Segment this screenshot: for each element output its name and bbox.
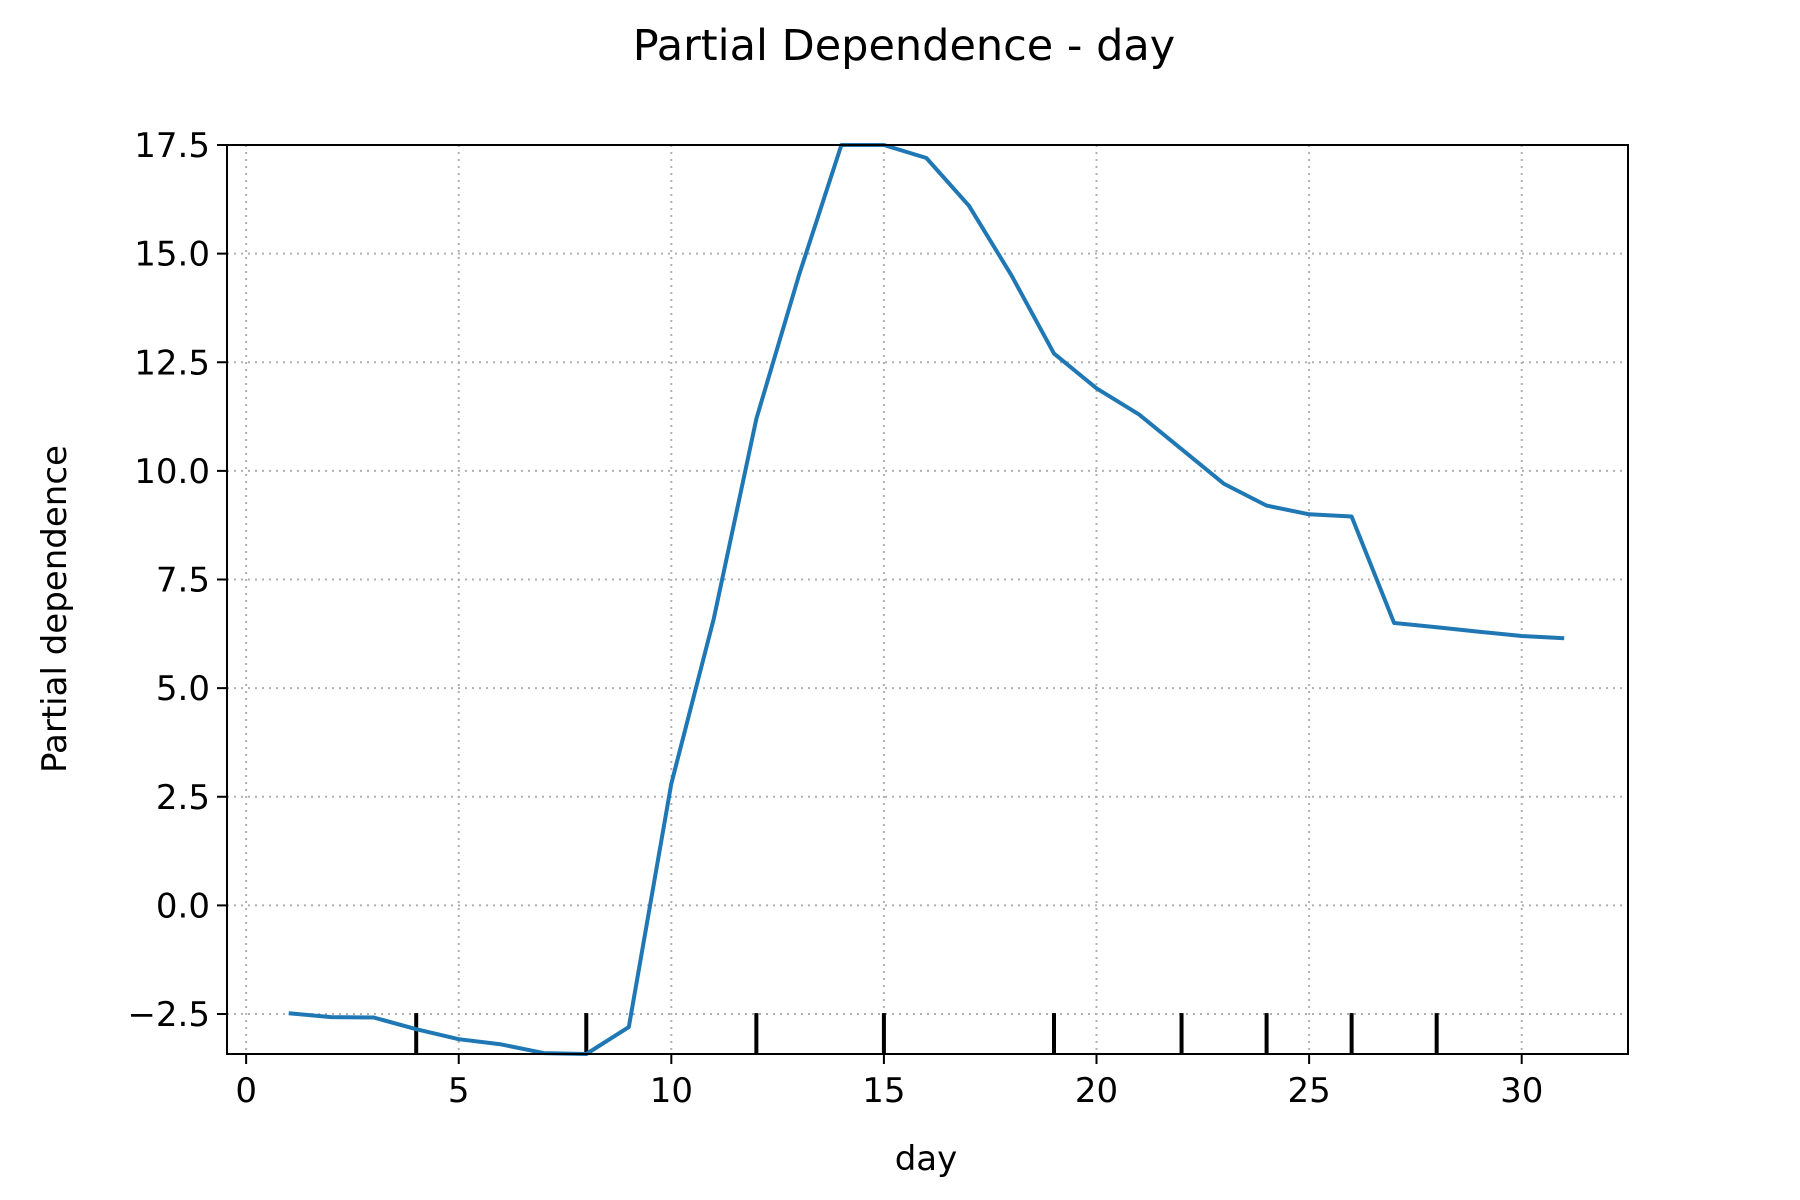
series-line (288, 143, 1565, 1056)
y-tick-label: 5.0 (156, 669, 210, 709)
x-tick-label: 30 (1500, 1071, 1543, 1111)
y-tick-label: 15.0 (134, 235, 210, 275)
chart-title: Partial Dependence - day (633, 21, 1175, 71)
y-tick-label: 12.5 (134, 343, 210, 383)
grid-lines (227, 144, 1628, 1054)
y-tick-label: 17.5 (134, 126, 210, 166)
x-tick-label: 15 (862, 1071, 905, 1111)
y-tick-label: −2.5 (127, 995, 210, 1035)
y-tick-label: 10.0 (134, 452, 210, 492)
x-tick-label: 10 (650, 1071, 693, 1111)
x-tick-label: 20 (1075, 1071, 1118, 1111)
y-tick-label: 2.5 (156, 778, 210, 818)
y-axis-label: Partial dependence (35, 445, 75, 773)
y-tick-label: 7.5 (156, 561, 210, 601)
x-axis-label: day (895, 1139, 958, 1179)
x-tick-label: 0 (235, 1071, 257, 1111)
rug-marks (414, 1013, 1439, 1054)
y-axis-ticks: −2.5 0.0 2.5 5.0 7.5 10.0 12.5 15.0 17.5 (127, 126, 227, 1035)
y-tick-label: 0.0 (156, 886, 210, 926)
x-axis-ticks: 0 5 10 15 20 25 30 (235, 1054, 1543, 1111)
plot-frame (226, 144, 1629, 1055)
x-tick-label: 5 (448, 1071, 470, 1111)
x-tick-label: 25 (1287, 1071, 1330, 1111)
